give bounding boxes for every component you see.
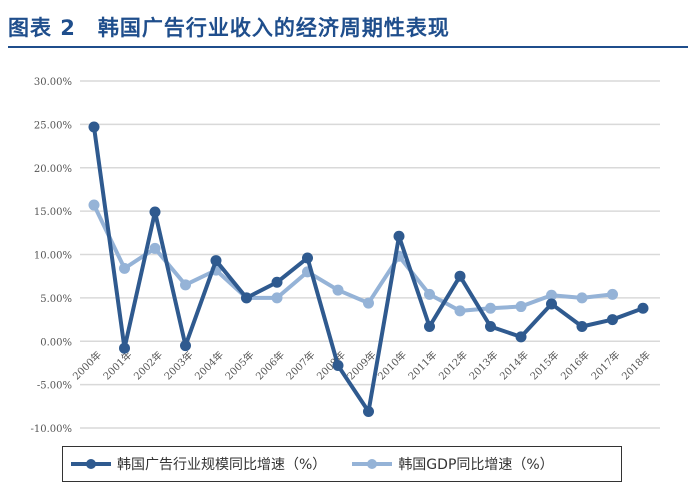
x-tick-label: 2007年 — [283, 348, 317, 382]
data-point-0 — [637, 302, 649, 314]
x-tick-label: 2014年 — [497, 348, 531, 382]
x-tick-label: 2018年 — [619, 348, 653, 382]
data-point-1 — [363, 297, 374, 309]
y-tick-label: 0.00% — [40, 337, 72, 348]
data-point-0 — [271, 276, 283, 288]
data-point-0 — [119, 342, 130, 354]
data-point-0 — [454, 270, 466, 282]
y-tick-label: -10.00% — [30, 424, 72, 435]
x-tick-label: 2015年 — [527, 348, 561, 382]
x-tick-label: 2001年 — [100, 348, 134, 382]
data-point-0 — [576, 321, 588, 333]
data-point-1 — [119, 262, 130, 274]
data-point-0 — [607, 314, 618, 326]
data-point-1 — [485, 302, 496, 314]
x-tick-label: 2017年 — [588, 348, 622, 382]
data-point-0 — [149, 206, 161, 218]
data-point-0 — [393, 230, 405, 242]
data-point-1 — [149, 242, 161, 254]
x-tick-label: 2006年 — [253, 348, 287, 382]
y-tick-label: 15.00% — [34, 207, 72, 218]
data-point-1 — [332, 284, 344, 296]
y-tick-label: 10.00% — [34, 251, 72, 262]
y-tick-label: -5.00% — [37, 381, 72, 392]
x-tick-label: 2012年 — [436, 348, 470, 382]
y-tick-label: 30.00% — [34, 77, 72, 88]
x-tick-label: 2002年 — [131, 348, 165, 382]
data-point-0 — [546, 298, 557, 310]
y-tick-label: 25.00% — [34, 120, 72, 131]
data-point-1 — [515, 301, 527, 313]
figure-title: 图表 2 韩国广告行业收入的经济周期性表现 — [8, 16, 450, 40]
series-line-1 — [92, 204, 613, 313]
data-point-1 — [607, 288, 618, 300]
data-point-1 — [576, 292, 588, 304]
legend-marker-dark — [71, 459, 111, 469]
data-point-0 — [485, 321, 496, 333]
x-tick-label: 2016年 — [558, 348, 592, 382]
data-point-0 — [241, 292, 252, 304]
data-point-0 — [180, 340, 191, 352]
data-point-1 — [88, 199, 100, 211]
chart-legend: 韩国广告行业规模同比增速（%） 韩国GDP同比增速（%） — [62, 446, 622, 482]
title-divider — [8, 46, 688, 48]
x-tick-label: 2013年 — [466, 348, 500, 382]
legend-item-ad-revenue: 韩国广告行业规模同比增速（%） — [71, 454, 326, 474]
data-point-0 — [88, 121, 100, 133]
x-tick-label: 2003年 — [161, 348, 195, 382]
data-point-0 — [210, 255, 222, 267]
x-tick-label: 2011年 — [405, 348, 439, 382]
data-point-1 — [454, 305, 466, 317]
data-point-0 — [424, 321, 435, 333]
data-point-0 — [515, 331, 527, 343]
x-tick-label: 2004年 — [192, 348, 226, 382]
data-point-0 — [363, 406, 374, 418]
legend-marker-light — [352, 459, 393, 469]
data-point-0 — [302, 252, 313, 264]
legend-item-gdp: 韩国GDP同比增速（%） — [352, 454, 554, 474]
x-tick-label: 2005年 — [222, 348, 256, 382]
data-point-1 — [271, 292, 283, 304]
data-point-1 — [180, 279, 191, 291]
data-point-1 — [546, 289, 557, 301]
y-tick-label: 20.00% — [34, 164, 72, 175]
data-point-1 — [424, 288, 435, 300]
data-point-0 — [332, 360, 344, 372]
legend-label: 韩国GDP同比增速（%） — [398, 457, 554, 473]
legend-label: 韩国广告行业规模同比增速（%） — [117, 457, 327, 473]
x-tick-label: 2000年 — [70, 348, 104, 382]
y-tick-label: 5.00% — [40, 294, 72, 305]
